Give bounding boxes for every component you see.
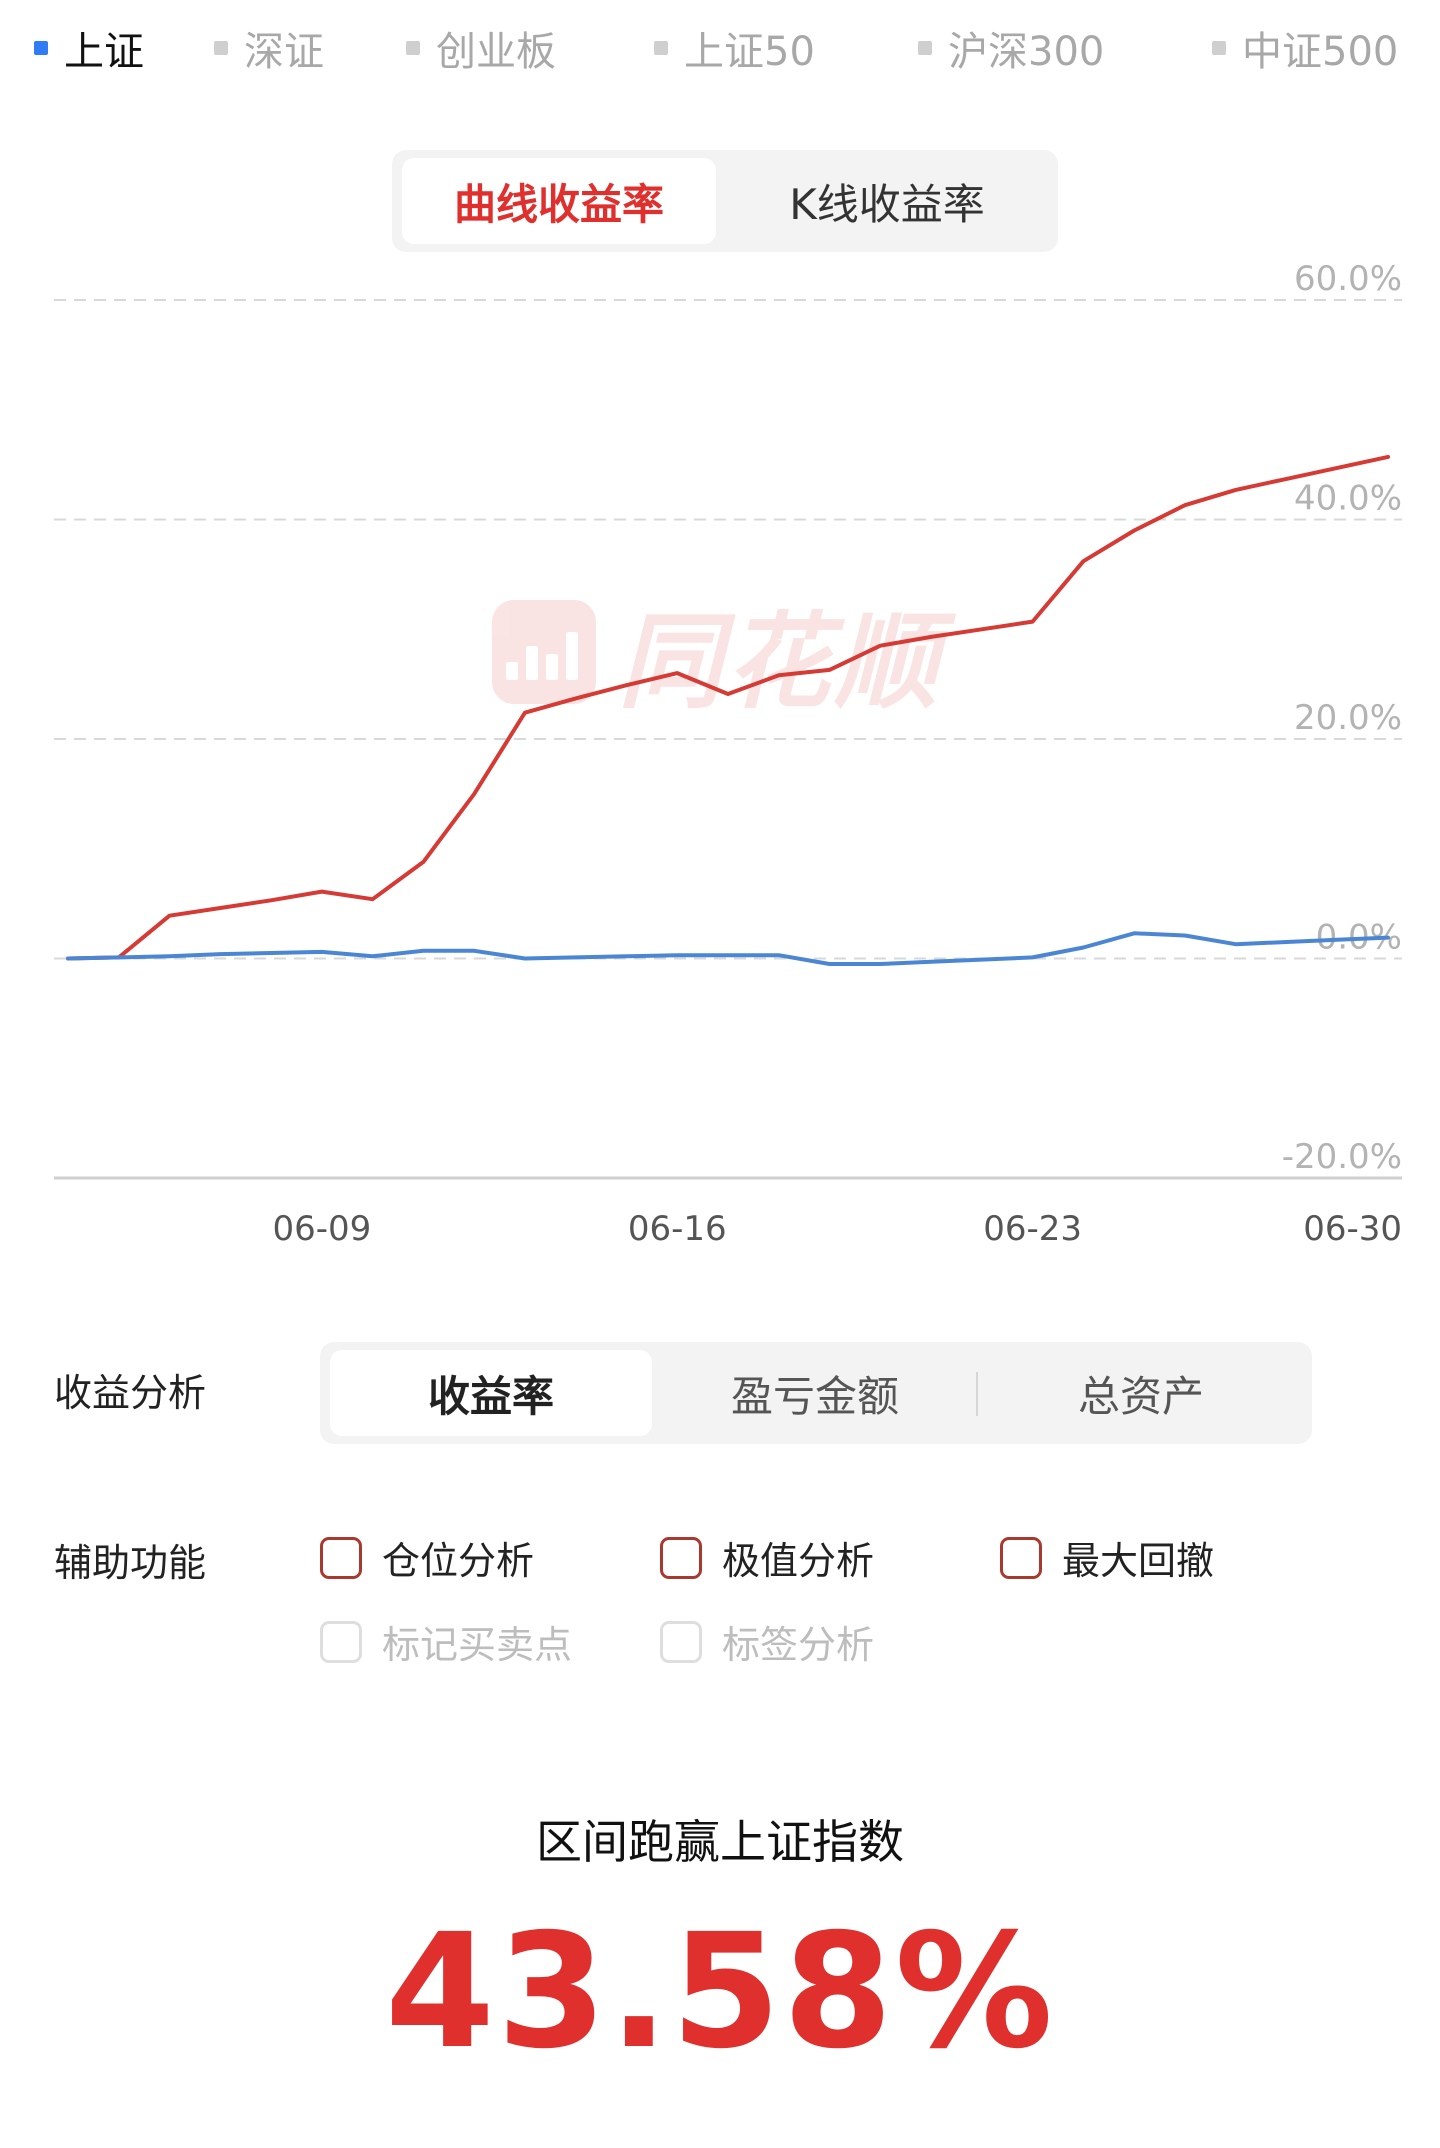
index-tab-label: 上证50 [684,29,815,75]
square-icon [918,41,932,55]
analysis-option-return-rate[interactable]: 收益率 [330,1350,652,1436]
checkbox-label: 极值分析 [722,1539,875,1583]
y-tick-label: 60.0% [1294,260,1402,299]
x-tick-label: 06-09 [272,1209,371,1249]
watermark-brand: 同花顺 [618,600,943,723]
index-tab-shanghai[interactable]: 上证 [34,22,144,75]
analysis-label: 收益分析 [54,1371,207,1415]
checkbox-mark-trades: 标记买卖点 [320,1614,572,1669]
checkbox-extreme-analysis[interactable]: 极值分析 [660,1530,874,1585]
checkbox-label: 最大回撤 [1062,1539,1215,1583]
index-tab-csi500[interactable]: 中证500 [1212,22,1399,75]
analysis-option-profit-amount[interactable]: 盈亏金额 [730,1371,899,1421]
index-tab-label: 中证500 [1242,29,1399,75]
curve-return-button[interactable]: 曲线收益率 [402,158,716,244]
chart-canvas: 60.0%40.0%20.0%0.0%-20.0%06-09 06-16 06-23… [54,260,1402,1249]
watermark: 同花顺 [492,598,942,723]
checkbox-position-analysis[interactable]: 仓位分析 [320,1530,534,1585]
segment-divider [976,1372,978,1416]
checkbox-label: 仓位分析 [382,1539,535,1583]
chart-type-toggle: 曲线收益率 K线收益率 [392,150,1058,252]
square-icon [406,41,420,55]
checkbox-box [320,1620,362,1663]
checkbox-max-drawdown[interactable]: 最大回撤 [1000,1530,1214,1585]
square-icon [654,41,668,55]
checkbox-box[interactable] [320,1536,362,1579]
checkbox-label: 标记买卖点 [382,1623,573,1667]
index-tab-label: 创业板 [436,29,556,75]
index-tab-label: 深证 [244,29,324,75]
analysis-segmented-control: 收益率 盈亏金额 总资产 [320,1342,1312,1444]
square-icon [214,41,228,55]
index-tab-sse50[interactable]: 上证50 [654,22,815,75]
x-tick-label: 06-30 [1303,1209,1402,1249]
y-tick-label: -20.0% [1282,1137,1402,1177]
square-icon [1212,41,1226,55]
summary-value: 43.58% [384,1900,1056,2084]
index-tab-chinext[interactable]: 创业板 [406,22,556,75]
index-tabs: 上证 深证 创业板 上证50 沪深300 中证500 [0,0,1440,100]
kline-return-button[interactable]: K线收益率 [789,179,985,229]
y-tick-label: 20.0% [1294,698,1402,738]
index-tab-shenzhen[interactable]: 深证 [214,22,324,75]
index-tab-csi300[interactable]: 沪深300 [918,22,1105,75]
checkbox-box [660,1620,702,1663]
analysis-option-total-assets[interactable]: 总资产 [1077,1371,1204,1421]
index-tab-label: 上证 [64,29,144,75]
checkbox-box[interactable] [660,1536,702,1579]
checkbox-tag-analysis: 标签分析 [660,1614,874,1669]
auxiliary-label: 辅助功能 [54,1541,207,1585]
index-tab-label: 沪深300 [948,29,1105,75]
checkbox-label: 标签分析 [722,1623,875,1667]
summary-label: 区间跑赢上证指数 [536,1815,904,1869]
x-tick-label: 06-16 [628,1209,727,1249]
shanghai-index-line [66,931,1390,966]
x-tick-label: 06-23 [983,1209,1082,1249]
checkbox-box[interactable] [1000,1536,1042,1579]
active-square-icon [34,41,48,55]
y-tick-label: 40.0% [1294,479,1402,519]
brand-logo-icon [492,600,596,704]
return-chart: 同花顺 60.0% 40.0% 20.0% 0.0% -20.0% 06-09 06-16 0… [0,260,1440,1260]
portfolio-return-line [66,454,1390,961]
